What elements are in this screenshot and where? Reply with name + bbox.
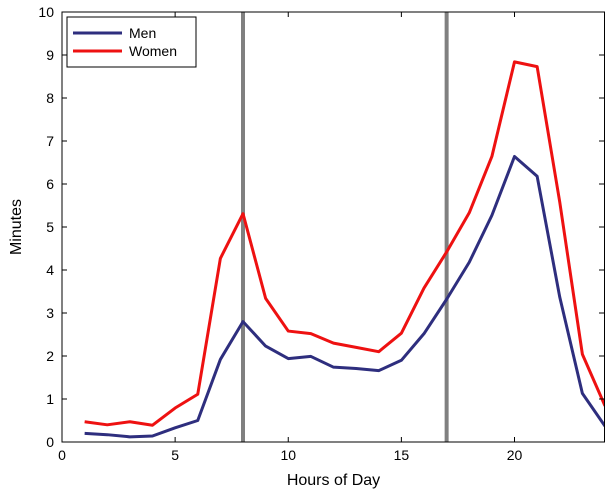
y-tick-label: 4 — [46, 262, 54, 278]
reference-lines — [241, 12, 449, 442]
series-lines — [84, 60, 605, 439]
y-tick-label: 2 — [46, 348, 54, 364]
legend-box — [66, 16, 197, 68]
y-tick-label: 0 — [46, 434, 54, 450]
y-tick-label: 7 — [46, 133, 54, 149]
x-tick-label: 10 — [280, 447, 296, 463]
legend-label-men: Men — [129, 25, 156, 41]
x-tick-label: 0 — [58, 447, 66, 463]
legend: Men Women — [66, 16, 197, 68]
x-tick-label: 20 — [507, 447, 523, 463]
series-line-women — [84, 60, 605, 427]
x-tick-label: 5 — [171, 447, 179, 463]
y-tick-label: 10 — [38, 4, 54, 20]
y-tick-label: 1 — [46, 391, 54, 407]
x-tick-label: 15 — [394, 447, 410, 463]
y-tick-label: 5 — [46, 219, 54, 235]
x-axis-label: Hours of Day — [287, 472, 380, 489]
series-line-men — [84, 154, 605, 439]
y-tick-label: 9 — [46, 47, 54, 63]
y-axis-ticks: 0 1 2 3 4 5 6 7 8 9 10 — [38, 4, 604, 450]
plot-area-frame — [61, 11, 605, 443]
y-tick-label: 6 — [46, 176, 54, 192]
legend-label-women: Women — [129, 43, 177, 59]
y-tick-label: 3 — [46, 305, 54, 321]
y-tick-label: 8 — [46, 90, 54, 106]
y-axis-label: Minutes — [8, 199, 25, 255]
x-axis-ticks: 0 5 10 15 20 — [58, 12, 522, 463]
